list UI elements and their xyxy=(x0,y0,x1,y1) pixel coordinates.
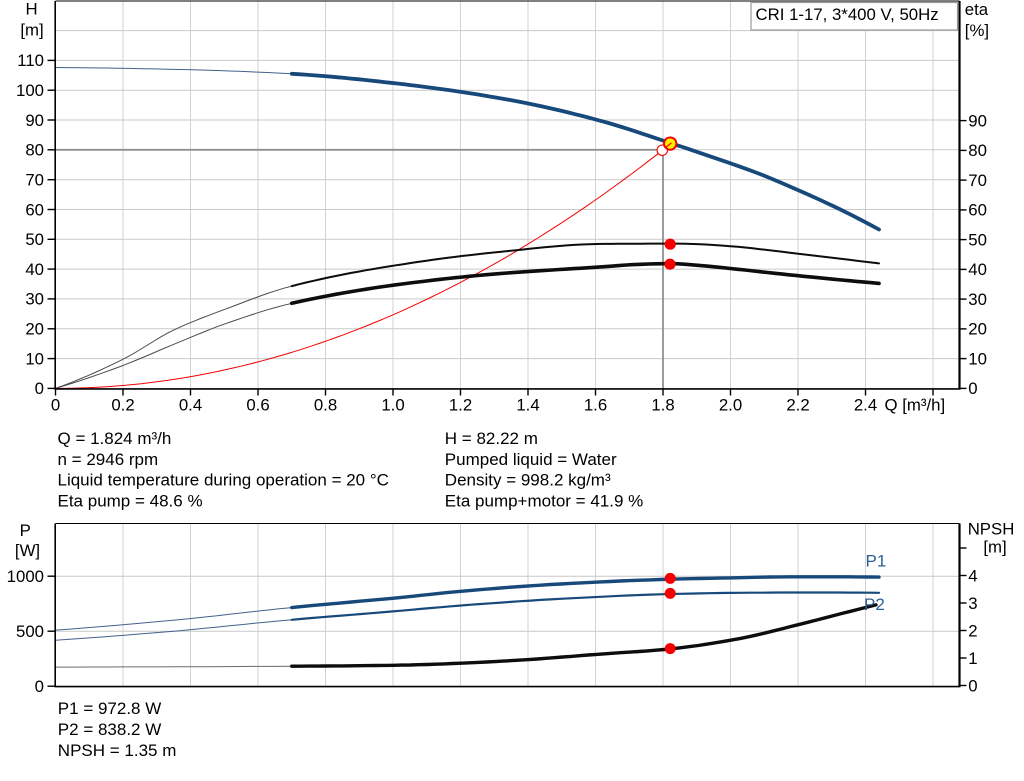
svg-text:3: 3 xyxy=(968,594,977,613)
svg-text:0: 0 xyxy=(51,396,60,415)
svg-text:70: 70 xyxy=(968,171,987,190)
svg-text:4: 4 xyxy=(968,566,977,585)
svg-text:80: 80 xyxy=(25,141,44,160)
svg-text:[W]: [W] xyxy=(15,541,40,560)
svg-text:90: 90 xyxy=(25,111,44,130)
svg-text:Q [m³/h]: Q [m³/h] xyxy=(885,396,946,415)
svg-text:40: 40 xyxy=(25,260,44,279)
svg-text:NPSH: NPSH xyxy=(968,520,1015,539)
svg-text:0.4: 0.4 xyxy=(179,396,202,415)
svg-text:P2: P2 xyxy=(864,595,885,614)
svg-text:n = 2946 rpm: n = 2946 rpm xyxy=(58,450,159,469)
svg-text:1.6: 1.6 xyxy=(584,396,607,415)
svg-text:80: 80 xyxy=(968,141,987,160)
svg-text:[m]: [m] xyxy=(20,21,43,40)
svg-text:30: 30 xyxy=(968,290,987,309)
svg-text:1.8: 1.8 xyxy=(651,396,674,415)
svg-text:500: 500 xyxy=(16,622,44,641)
svg-text:Pumped liquid = Water: Pumped liquid = Water xyxy=(445,450,617,469)
svg-text:2.4: 2.4 xyxy=(854,396,877,415)
svg-text:NPSH = 1.35 m: NPSH = 1.35 m xyxy=(58,741,177,760)
svg-text:0.6: 0.6 xyxy=(246,396,269,415)
svg-text:eta: eta xyxy=(965,0,989,19)
svg-text:P1: P1 xyxy=(866,552,887,571)
svg-text:0.2: 0.2 xyxy=(111,396,134,415)
svg-text:Q = 1.824 m³/h: Q = 1.824 m³/h xyxy=(58,429,172,448)
svg-text:H: H xyxy=(25,0,37,19)
svg-text:Eta pump = 48.6 %: Eta pump = 48.6 % xyxy=(58,491,203,510)
svg-text:2.2: 2.2 xyxy=(786,396,809,415)
svg-text:60: 60 xyxy=(25,200,44,219)
svg-text:H = 82.22 m: H = 82.22 m xyxy=(445,429,538,448)
svg-text:10: 10 xyxy=(968,349,987,368)
svg-text:1.4: 1.4 xyxy=(516,396,539,415)
svg-text:100: 100 xyxy=(16,81,44,100)
svg-text:2.0: 2.0 xyxy=(719,396,742,415)
svg-text:1: 1 xyxy=(968,649,977,668)
svg-text:50: 50 xyxy=(25,230,44,249)
svg-text:90: 90 xyxy=(968,111,987,130)
svg-text:30: 30 xyxy=(25,290,44,309)
svg-text:1.2: 1.2 xyxy=(449,396,472,415)
svg-text:[%]: [%] xyxy=(965,21,989,40)
svg-text:1000: 1000 xyxy=(7,567,44,586)
svg-text:0: 0 xyxy=(968,379,977,398)
svg-text:40: 40 xyxy=(968,260,987,279)
svg-text:50: 50 xyxy=(968,230,987,249)
svg-text:[m]: [m] xyxy=(983,538,1006,557)
svg-text:0: 0 xyxy=(968,676,977,695)
svg-text:P: P xyxy=(20,521,31,540)
svg-text:P2 = 838.2 W: P2 = 838.2 W xyxy=(58,720,161,739)
svg-text:60: 60 xyxy=(968,201,987,220)
svg-text:0.8: 0.8 xyxy=(314,396,337,415)
svg-text:20: 20 xyxy=(25,320,44,339)
svg-text:2: 2 xyxy=(968,621,977,640)
svg-text:Liquid temperature during oper: Liquid temperature during operation = 20… xyxy=(58,471,389,490)
svg-text:0: 0 xyxy=(35,677,44,696)
svg-text:CRI 1-17, 3*400 V, 50Hz: CRI 1-17, 3*400 V, 50Hz xyxy=(756,5,939,24)
svg-text:1.0: 1.0 xyxy=(381,396,404,415)
svg-text:10: 10 xyxy=(25,349,44,368)
svg-text:Density = 998.2 kg/m³: Density = 998.2 kg/m³ xyxy=(445,471,611,490)
svg-text:70: 70 xyxy=(25,170,44,189)
svg-text:20: 20 xyxy=(968,320,987,339)
svg-text:P1 = 972.8 W: P1 = 972.8 W xyxy=(58,699,161,718)
svg-text:110: 110 xyxy=(17,51,44,70)
svg-text:Eta pump+motor = 41.9 %: Eta pump+motor = 41.9 % xyxy=(445,491,643,510)
svg-text:0: 0 xyxy=(35,379,44,398)
